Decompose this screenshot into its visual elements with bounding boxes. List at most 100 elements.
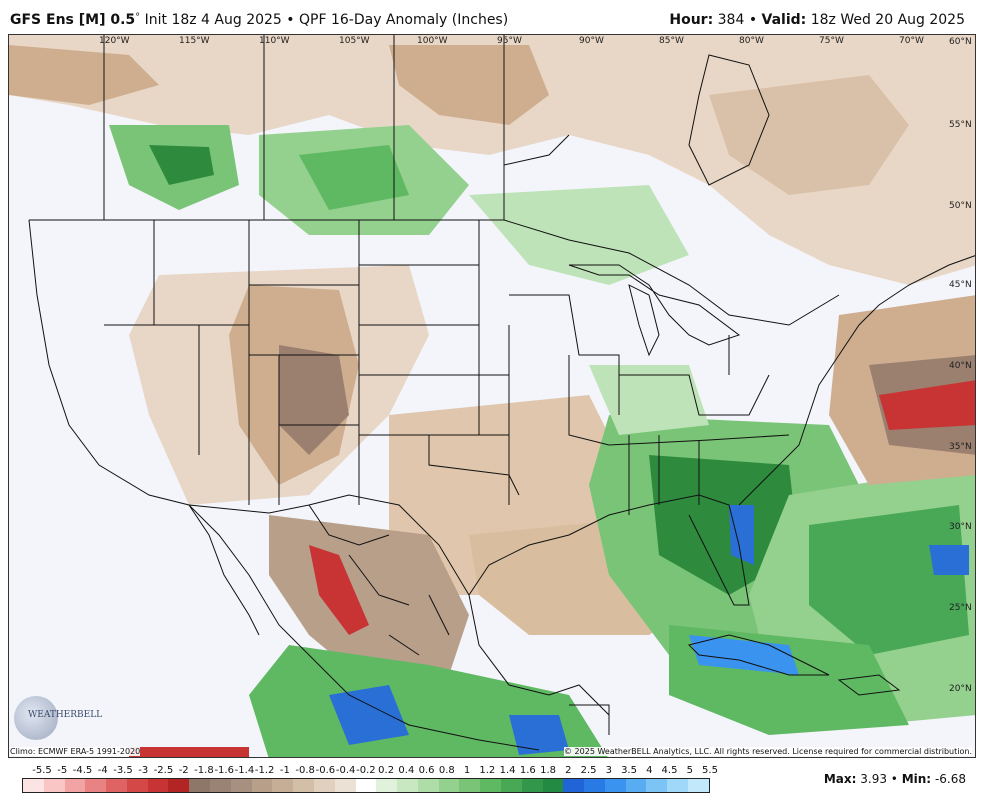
hudson-bay (688, 54, 770, 186)
colorbar-swatch (667, 779, 688, 792)
colorbar-tick-label: -3 (138, 765, 149, 776)
logo-globe-icon (14, 696, 58, 740)
dry-region-pacific-red (129, 747, 249, 757)
mexico-gulf-coast (468, 594, 610, 716)
min-value: -6.68 (934, 772, 966, 786)
valid-value: 18z Wed 20 Aug 2025 (810, 12, 965, 28)
lon-label: 80°W (739, 36, 764, 46)
lon-label: 95°W (497, 36, 522, 46)
lon-label: 70°W (899, 36, 924, 46)
dry-region-atlantic-red (879, 380, 975, 430)
colorbar-tick-label: -5 (57, 765, 68, 776)
max-value: 3.93 (860, 772, 887, 786)
wet-region-mexico-blue2 (509, 715, 569, 755)
degree-symbol: ° (135, 12, 141, 23)
colorbar-tick-label: -1 (279, 765, 290, 776)
colorbar-swatch (625, 779, 647, 792)
colorbar-swatches (22, 778, 710, 793)
lon-label: 90°W (579, 36, 604, 46)
colorbar-tick-label: 3.5 (621, 765, 637, 776)
max-min-readout: Max: 3.93 • Min: -6.68 (824, 772, 966, 786)
dry-region-rockies-dark (279, 345, 349, 455)
colorbar-swatch (230, 779, 252, 792)
us-mexico-border (188, 494, 470, 596)
dry-region-hudson (709, 75, 909, 195)
wet-region-florida-blue (729, 505, 754, 565)
colorbar-swatch (313, 779, 335, 792)
copyright-note: © 2025 WeatherBELL Analytics, LLC. All r… (564, 747, 972, 756)
colorbar-ticks: -5.5 -5 -4.5 -4 -3.5 -3 -2.5 -2 -1.8 -1.6 -1.4 -1.2… (10, 763, 718, 777)
colorbar-tick-label: -0.6 (315, 765, 336, 776)
lat-label: 50°N (949, 201, 972, 211)
lon-label: 85°W (659, 36, 684, 46)
colorbar-tick-label: -3.5 (113, 765, 133, 776)
colorbar-tick-label: 1.4 (499, 765, 516, 776)
state-lines-west (104, 220, 360, 505)
colorbar-tick-label: -5.5 (32, 765, 52, 776)
colorbar-tick-label: -1.4 (234, 765, 255, 776)
logo-text: WEATHERBELL (28, 710, 103, 720)
state-lines-east (509, 294, 790, 515)
baja-coast (188, 504, 260, 636)
colorbar-tick-label: -0.8 (295, 765, 315, 776)
colorbar-tick-label: -0.2 (356, 765, 376, 776)
us-canada-border (29, 219, 840, 326)
colorbar-swatch (168, 779, 190, 792)
lon-label: 110°W (259, 36, 290, 46)
valid-info: Hour: 384 • Valid: 18z Wed 20 Aug 2025 (669, 12, 965, 28)
colorbar-swatch (147, 779, 169, 792)
colorbar-swatch (563, 779, 585, 792)
wet-region-sask-dark (299, 145, 409, 210)
init-time: Init 18z 4 Aug 2025 (144, 12, 282, 28)
stats-bullet: • (890, 772, 898, 786)
weatherbell-logo: WEATHERBELL (14, 696, 102, 742)
model-name: GFS Ens [M] 0.5 (10, 12, 136, 28)
colorbar-tick-label: 3 (605, 765, 612, 776)
lat-label: 25°N (949, 603, 972, 613)
colorbar-tick-label: 4.5 (661, 765, 678, 776)
colorbar-swatch (189, 779, 211, 792)
wet-region-atlantic-dark (809, 505, 969, 655)
colorbar-swatch (293, 779, 314, 792)
colorbar-tick-label: 0.4 (398, 765, 415, 776)
lake-michigan (628, 284, 660, 357)
valid-bullet: • (748, 12, 758, 28)
colorbar-swatch (23, 779, 44, 792)
colorbar-tick-label: -2.5 (153, 765, 174, 776)
canada-province-lines (103, 35, 570, 220)
lat-label: 35°N (949, 442, 972, 452)
state-lines-central (359, 220, 520, 505)
colorbar-swatch (397, 779, 418, 792)
east-coast (738, 255, 975, 506)
colorbar-swatch (480, 779, 501, 792)
lat-label: 45°N (949, 280, 972, 290)
colorbar-tick-label: 4 (646, 765, 653, 776)
dry-region-canada-dark (389, 45, 549, 125)
colorbar-tick-label: -1.8 (194, 765, 214, 776)
colorbar-tick-label: 1 (463, 765, 471, 776)
colorbar-swatch (604, 779, 626, 792)
colorbar-tick-label: 0.2 (378, 765, 395, 776)
colorbar-swatch (542, 779, 564, 792)
lon-label: 115°W (179, 36, 210, 46)
colorbar-tick-label: 1.6 (519, 765, 536, 776)
colorbar-tick-label: -0.4 (335, 765, 356, 776)
valid-label: Valid: (761, 12, 807, 28)
colorbar-swatch (646, 779, 668, 792)
colorbar-tick-label: 1.8 (540, 765, 556, 776)
wet-region-southeast-dark (649, 455, 799, 595)
lon-label: 100°W (417, 36, 448, 46)
dry-region-nw (9, 45, 159, 105)
colorbar-tick-label: -1.2 (254, 765, 275, 776)
colorbar-swatch (272, 779, 294, 792)
colorbar-swatch (106, 779, 127, 792)
colorbar-tick-label: 5.5 (702, 765, 718, 776)
header: GFS Ens [M] 0.5° Init 18z 4 Aug 2025 • Q… (0, 0, 984, 34)
colorbar-swatch (521, 779, 543, 792)
latitude-labels: 60°N 55°N 50°N 45°N 40°N 35°N 30°N 25°N … (949, 37, 972, 694)
map-title: GFS Ens [M] 0.5° Init 18z 4 Aug 2025 • Q… (10, 12, 508, 28)
wet-region-ontario (469, 185, 689, 285)
lon-label: 105°W (339, 36, 370, 46)
hour-value: 384 (717, 12, 745, 28)
colorbar-tick-label: 1.2 (479, 765, 496, 776)
